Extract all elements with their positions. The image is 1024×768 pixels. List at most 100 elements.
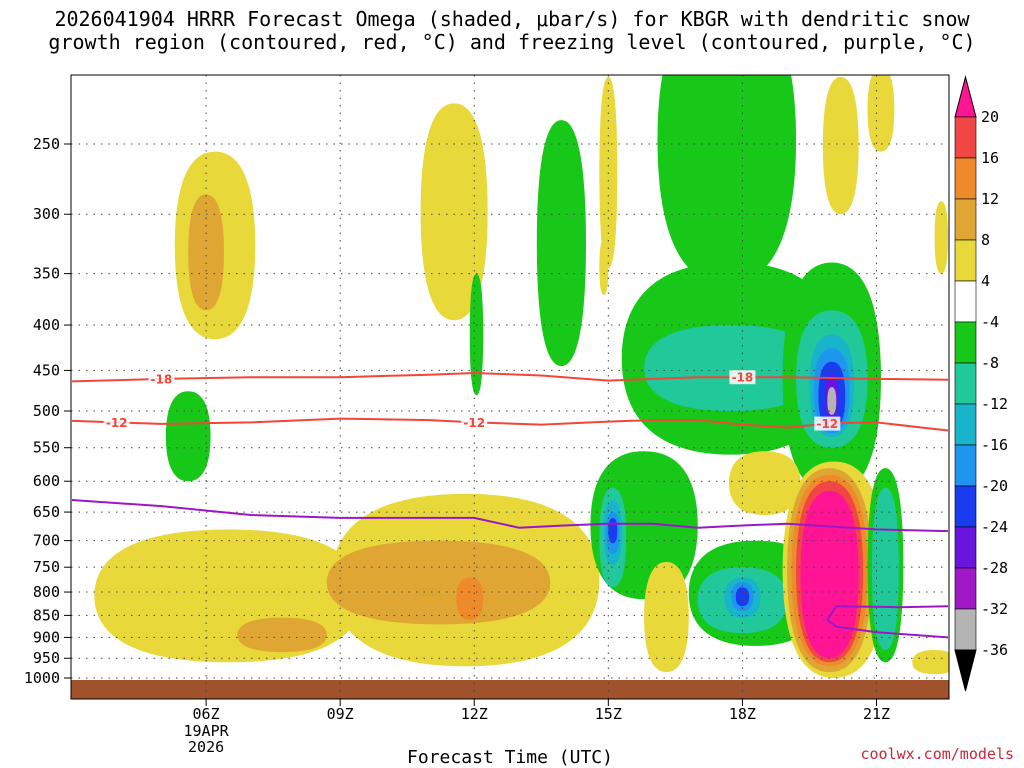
- colorbar-bin-5: [954, 280, 977, 323]
- colorbar-label-11: -28: [981, 559, 1008, 577]
- omega-blob-17: [827, 387, 837, 415]
- colorbar-label-5: -4: [981, 313, 999, 331]
- y-tick-label-350: 350: [33, 265, 60, 283]
- x-tick-label-18Z: 18Z: [729, 705, 756, 723]
- colorbar-bottom-arrow: [954, 649, 977, 692]
- credit-link[interactable]: coolwx.com/models: [860, 745, 1014, 763]
- omega-blob-34: [729, 451, 801, 516]
- colorbar-label-3: 8: [981, 231, 990, 249]
- contour-label-bg: [103, 415, 130, 430]
- dendritic-12-label-1: -12: [463, 416, 485, 430]
- y-tick-label-700: 700: [33, 532, 60, 550]
- omega-blob-21: [456, 577, 484, 620]
- y-axis: 250 300 350 400 450 500 550 600 650 700 750 800 850 9…: [24, 135, 71, 687]
- dendritic-12-label-0: -12: [106, 416, 128, 430]
- x-tick-label-09Z: 09Z: [327, 705, 354, 723]
- dendritic-18-label-0: -18: [151, 372, 173, 386]
- colorbar-bin-10: [954, 485, 977, 528]
- omega-blob-41: [872, 487, 899, 651]
- omega-blob-20: [326, 540, 551, 625]
- omega-blob-44: [867, 75, 895, 152]
- omega-blob-8: [657, 75, 797, 285]
- title-line-2: growth region (contoured, red, °C) and f…: [48, 30, 976, 54]
- y-tick-label-600: 600: [33, 472, 60, 490]
- title-line-1: 2026041904 HRRR Forecast Omega (shaded, …: [54, 7, 970, 31]
- omega-blob-45: [934, 201, 948, 274]
- chart-title: 2026041904 HRRR Forecast Omega (shaded, …: [0, 8, 1024, 54]
- colorbar-label-10: -24: [981, 518, 1008, 536]
- freezing-0-lower-line: [826, 605, 949, 639]
- y-tick-label-500: 500: [33, 402, 60, 420]
- colorbar: 20 16 12 8 4 -4 -8 -12 -16 -20 -24 -28 -32 -36: [954, 75, 1008, 692]
- omega-blob-2: [420, 103, 488, 321]
- colorbar-label-1: 16: [981, 149, 999, 167]
- y-tick-label-300: 300: [33, 205, 60, 223]
- contour-label-bg: [729, 370, 756, 385]
- y-tick-label-450: 450: [33, 361, 60, 379]
- colorbar-bin-4: [954, 239, 977, 282]
- plot-frame: [70, 74, 950, 700]
- colorbar-bin-1: [954, 116, 977, 159]
- temperature-contours: -18 -18 -12 -12 -12: [71, 370, 949, 639]
- colorbar-bin-13: [954, 608, 977, 651]
- colorbar-bin-11: [954, 526, 977, 569]
- contour-label-bg: [814, 416, 841, 431]
- omega-blob-28: [644, 562, 689, 673]
- y-tick-label-850: 850: [33, 606, 60, 624]
- colorbar-bin-9: [954, 444, 977, 487]
- y-tick-label-400: 400: [33, 316, 60, 334]
- y-tick-label-800: 800: [33, 583, 60, 601]
- dendritic-18-label-1: -18: [732, 371, 754, 385]
- omega-blob-4: [469, 273, 484, 396]
- colorbar-bin-2: [954, 157, 977, 200]
- colorbar-bin-3: [954, 198, 977, 241]
- colorbar-label-6: -8: [981, 354, 999, 372]
- y-tick-label-1000: 1000: [24, 669, 60, 687]
- colorbar-bin-8: [954, 403, 977, 446]
- omega-blob-22: [237, 617, 327, 653]
- colorbar-bin-7: [954, 362, 977, 405]
- ground-layer: [71, 680, 949, 699]
- contour-label-bg: [148, 371, 175, 386]
- x-tick-label-06Z: 06Z: [193, 705, 220, 723]
- y-tick-label-900: 900: [33, 628, 60, 646]
- y-tick-label-750: 750: [33, 558, 60, 576]
- ground-band: [71, 680, 949, 699]
- omega-blob-3: [536, 120, 586, 367]
- y-tick-label-650: 650: [33, 503, 60, 521]
- x-axis-title: Forecast Time (UTC): [407, 747, 613, 768]
- y-tick-label-950: 950: [33, 649, 60, 667]
- dendritic-18-line: [71, 372, 949, 383]
- omega-blob-43: [822, 76, 859, 215]
- colorbar-label-4: 4: [981, 272, 990, 290]
- colorbar-label-8: -16: [981, 436, 1008, 454]
- x-tick-label-12Z: 12Z: [461, 705, 488, 723]
- colorbar-bin-12: [954, 567, 977, 610]
- omega-blob-6: [599, 239, 609, 296]
- colorbar-label-7: -12: [981, 395, 1008, 413]
- colorbar-label-0: 20: [981, 108, 999, 126]
- omega-blob-27: [608, 517, 618, 544]
- y-tick-label-550: 550: [33, 439, 60, 457]
- omega-blob-39: [800, 490, 859, 659]
- colorbar-label-13: -36: [981, 641, 1008, 659]
- colorbar-top-arrow: [954, 75, 977, 118]
- dendritic-12-label-2: -12: [816, 417, 838, 431]
- omega-blob-7: [165, 391, 211, 482]
- colorbar-label-12: -32: [981, 600, 1008, 618]
- x-date-label-1: 2026: [188, 738, 224, 756]
- omega-blob-33: [735, 587, 750, 607]
- omega-blob-1: [188, 194, 224, 311]
- x-tick-label-21Z: 21Z: [863, 705, 890, 723]
- colorbar-label-9: -20: [981, 477, 1008, 495]
- x-tick-label-15Z: 15Z: [595, 705, 622, 723]
- omega-blob-10: [644, 325, 819, 411]
- y-tick-label-250: 250: [33, 135, 60, 153]
- colorbar-bin-6: [954, 321, 977, 364]
- omega-shading: [94, 75, 949, 678]
- omega-blob-42: [912, 650, 949, 675]
- contour-label-bg: [461, 415, 488, 430]
- freezing-0-line: [71, 499, 949, 533]
